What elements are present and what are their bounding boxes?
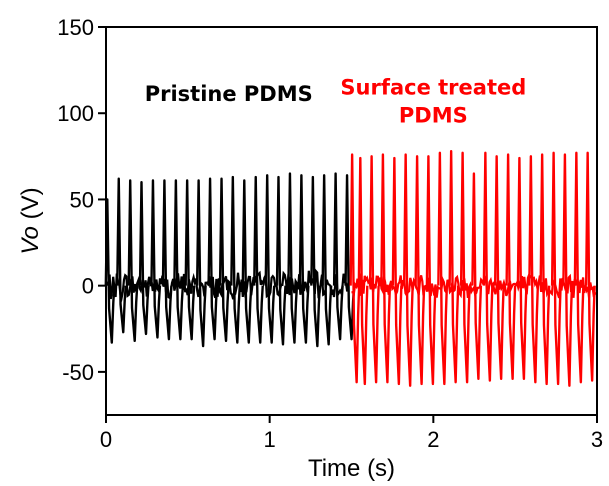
series-layer bbox=[106, 151, 597, 386]
series-1-spike bbox=[151, 180, 160, 337]
series-2-spike bbox=[404, 155, 413, 386]
series-1-spike bbox=[117, 179, 126, 332]
x-axis-title: Time (s) bbox=[308, 455, 395, 482]
series-1-spike bbox=[174, 180, 183, 339]
x-tick-label: 2 bbox=[427, 427, 439, 452]
series-2-spike bbox=[381, 155, 390, 383]
series-1-spike bbox=[140, 182, 149, 334]
series-1-spike bbox=[311, 177, 320, 346]
series-1-spike bbox=[288, 174, 297, 343]
y-tick-label: 150 bbox=[57, 15, 94, 40]
series-1-spike bbox=[220, 179, 229, 341]
series-1-spike bbox=[266, 175, 275, 342]
series-2-spike bbox=[461, 153, 470, 382]
series-2-spike bbox=[575, 153, 584, 382]
y-tick-label: 0 bbox=[82, 274, 94, 299]
series-2-spike bbox=[370, 156, 379, 382]
annotation-2-line-2: PDMS bbox=[399, 103, 468, 127]
series-2-spike bbox=[541, 155, 550, 384]
annotation-1-line-1: Pristine PDMS bbox=[145, 82, 313, 106]
series-1-spike bbox=[254, 177, 263, 343]
series-1-spike bbox=[129, 180, 138, 340]
series-2-spike bbox=[427, 156, 436, 384]
series-2-spike bbox=[518, 158, 527, 379]
y-axis-title-unit: (V) bbox=[17, 187, 44, 226]
annotations-layer: Pristine PDMS Surface treated PDMS bbox=[145, 75, 527, 127]
series-1-spike bbox=[243, 180, 252, 342]
series-1-spike bbox=[209, 179, 218, 339]
series-2-spike bbox=[450, 151, 459, 382]
annotation-2-line-1: Surface treated bbox=[340, 75, 526, 99]
series-2-spike bbox=[472, 174, 481, 379]
series-2-spike bbox=[586, 153, 595, 381]
series-2-spike bbox=[495, 156, 504, 378]
x-tick-label: 1 bbox=[264, 427, 276, 452]
series-2-spike bbox=[563, 155, 572, 386]
series-1-spike bbox=[277, 177, 286, 344]
y-axis-title-symbol: Vo bbox=[17, 226, 44, 254]
series-2-spike bbox=[484, 153, 493, 381]
series-1-spike bbox=[106, 199, 115, 342]
x-tick-label: 0 bbox=[100, 427, 112, 452]
series-2-spike bbox=[393, 158, 402, 384]
series-2-spike bbox=[359, 158, 368, 384]
series-2-spike bbox=[416, 156, 425, 384]
series-1-spike bbox=[197, 180, 206, 346]
series-1-spike bbox=[323, 175, 332, 344]
series-2-spike bbox=[507, 155, 516, 379]
series-1-spike bbox=[334, 174, 343, 340]
series-1-spike bbox=[231, 177, 240, 343]
series-2-spike bbox=[438, 153, 447, 384]
series-2-spike bbox=[529, 156, 538, 382]
x-tick-label: 3 bbox=[591, 427, 603, 452]
y-axis-title: Vo (V) bbox=[17, 187, 44, 254]
series-1-spike bbox=[186, 180, 195, 339]
series-1-spike bbox=[300, 175, 309, 342]
y-tick-label: -50 bbox=[62, 360, 94, 385]
y-tick-label: 50 bbox=[70, 187, 94, 212]
series-1-spike bbox=[163, 180, 172, 339]
y-tick-label: 100 bbox=[57, 101, 94, 126]
series-2-spike bbox=[552, 153, 561, 384]
